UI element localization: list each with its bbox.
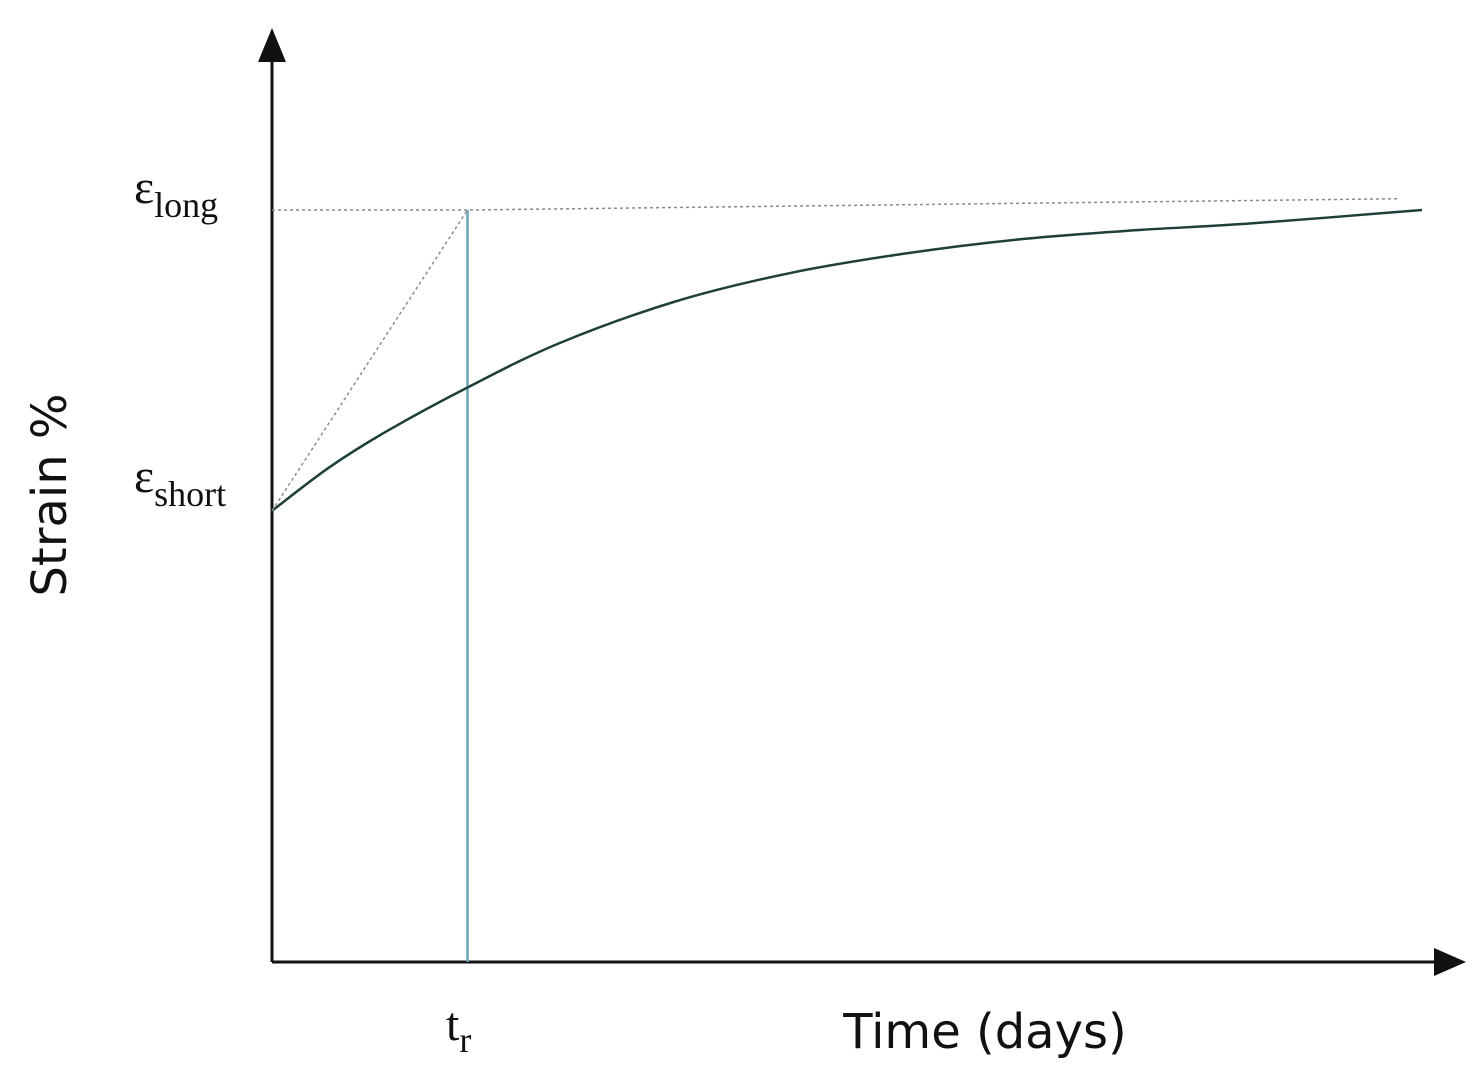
dotted-guide-line-1 xyxy=(271,209,469,512)
dotted-guide-line-2 xyxy=(272,197,1400,211)
strain-curve xyxy=(271,208,1423,512)
y-tick-label-short: εshort xyxy=(134,450,226,514)
x-tick-label-tr: tr xyxy=(446,998,471,1060)
y-tick-subscript: short xyxy=(154,474,226,514)
y-axis-arrow-icon xyxy=(258,28,286,62)
x-axis-title: Time (days) xyxy=(842,1004,1126,1060)
x-tick-subscript: r xyxy=(459,1020,471,1060)
y-tick-symbol: ε xyxy=(134,161,154,214)
y-tick-label-long: εlong xyxy=(134,161,218,225)
x-tick-symbol: t xyxy=(446,998,460,1051)
y-tick-symbol: ε xyxy=(134,450,154,503)
y-axis-title: Strain % xyxy=(22,393,78,596)
plot-area xyxy=(271,197,1423,962)
x-axis-arrow-icon xyxy=(1434,948,1466,976)
y-tick-subscript: long xyxy=(154,185,218,225)
